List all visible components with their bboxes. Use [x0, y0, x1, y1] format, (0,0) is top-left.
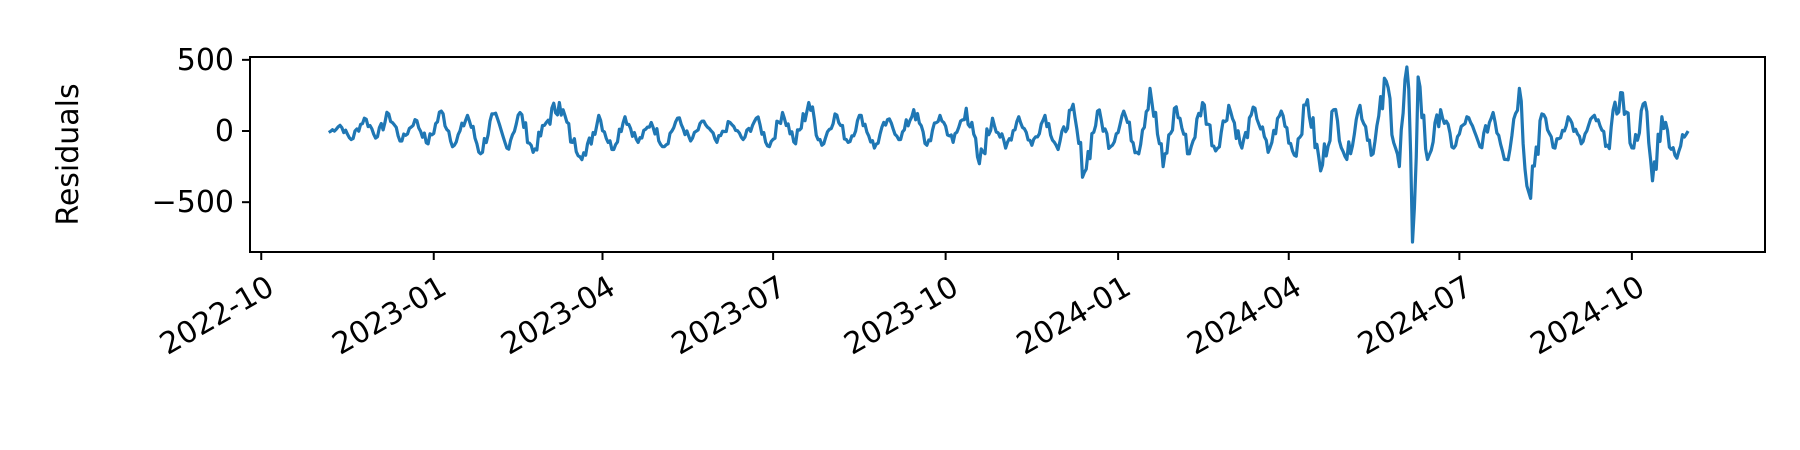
- x-tick-label: 2022-10: [154, 269, 280, 362]
- x-tick-label: 2024-01: [1011, 269, 1137, 362]
- x-tick-label: 2023-07: [666, 269, 792, 362]
- x-tick-label: 2023-04: [495, 269, 621, 362]
- y-axis-label: Residuals: [51, 83, 86, 225]
- series-line: [327, 65, 1690, 244]
- x-tick-label: 2024-07: [1352, 269, 1478, 362]
- y-tick-label: −500: [152, 185, 234, 220]
- x-tick-label: 2024-04: [1181, 269, 1307, 362]
- axes: [249, 56, 1766, 253]
- x-tick-label: 2024-10: [1525, 269, 1651, 362]
- y-tick-label: 500: [177, 43, 234, 78]
- x-tick-label: 2023-01: [326, 269, 452, 362]
- y-tick-label: 0: [215, 114, 234, 149]
- plot-frame: [249, 56, 1766, 253]
- x-tick-label: 2023-10: [838, 269, 964, 362]
- line-layer: [327, 65, 1690, 244]
- ticks: 500 0 −500 2022-10 2023-01 2023-04 2023-07 2023…: [152, 43, 1651, 362]
